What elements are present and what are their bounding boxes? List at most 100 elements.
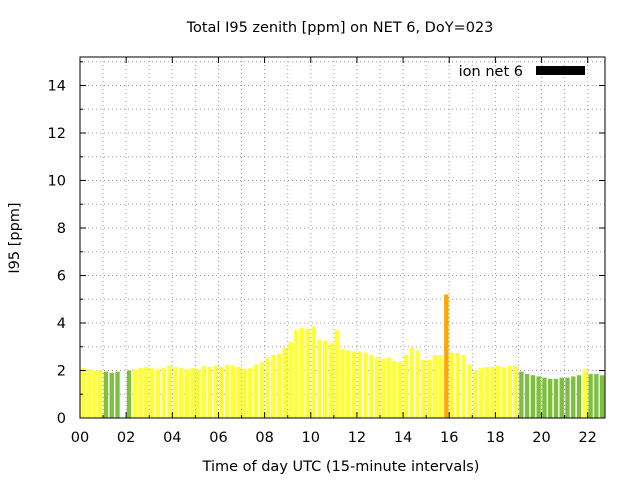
x-tick-label: 10 [302,430,320,446]
bar [403,355,409,418]
legend: ion net 6 [459,64,585,80]
bar [184,369,189,418]
bar [594,374,599,418]
bar [317,339,322,418]
y-tick-label: 8 [57,221,66,237]
bar [501,366,507,418]
bar [149,368,155,418]
bar [328,343,334,418]
bar [421,359,426,418]
legend-label: ion net 6 [459,64,523,80]
bar [548,378,553,418]
y-tick-label: 10 [48,174,66,190]
x-tick-label: 04 [163,430,181,446]
y-tick-label: 12 [48,126,66,142]
bar [115,371,120,418]
bar [173,366,178,418]
bar [340,349,345,418]
bar [282,347,287,418]
bar [542,377,547,418]
x-tick-label: 18 [486,430,504,446]
bar [455,352,461,418]
bar [155,369,161,418]
bar [196,369,201,418]
bar [415,350,420,418]
bar [271,355,276,418]
bar [236,366,241,418]
y-axis-label: I95 [ppm] [7,202,23,273]
bar [473,370,478,418]
x-tick-label: 00 [71,430,89,446]
bar [467,364,472,418]
bar [144,366,149,418]
x-tick-label: 22 [578,430,596,446]
legend-swatch [536,66,585,75]
bar [92,370,97,418]
bar [311,326,316,418]
bar [224,364,230,418]
bar [392,361,397,418]
bar [519,371,524,418]
bar [530,375,536,418]
x-tick-label: 16 [440,430,458,446]
bar [103,371,109,418]
chart-title: Total I95 zenith [ppm] on NET 6, DoY=023 [186,20,494,36]
bar [559,377,564,418]
bar [565,377,570,418]
bar [207,366,212,418]
bar [409,347,414,418]
bar [380,358,386,418]
bar [438,355,443,418]
bar [582,369,587,418]
bar [363,352,368,418]
bar [138,368,143,418]
bar [357,351,362,418]
bar [230,365,236,418]
grid [80,57,605,418]
bar [98,370,103,418]
bar [201,365,207,418]
bars [80,294,605,418]
x-tick-label: 08 [255,430,273,446]
bar [276,353,282,418]
bar [259,362,264,418]
bar [432,355,437,418]
bar [305,328,311,418]
bar [132,369,137,418]
bar [398,362,403,418]
bar [490,366,495,418]
bar [369,355,374,418]
bar [524,374,530,418]
bar [346,350,351,418]
plot-frame [79,56,606,419]
bar [478,368,484,418]
bar [265,357,270,418]
y-tick-label: 4 [57,316,66,332]
bar [178,368,184,418]
y-tick-label: 6 [57,269,66,285]
bar [167,365,172,418]
bar [190,368,195,418]
bar [242,369,247,418]
bar [288,342,293,418]
bar [294,330,299,418]
x-tick-label: 02 [117,430,135,446]
bar [553,378,559,418]
bar [374,357,380,418]
bar [161,368,166,418]
bar [386,357,391,418]
bar [599,375,605,418]
bar [253,364,259,418]
bar [571,376,576,418]
bar [299,327,305,418]
bar [461,355,466,418]
y-tick-label: 2 [57,364,66,380]
bar [513,365,518,418]
bar [426,359,432,418]
x-tick-label: 20 [532,430,550,446]
bar [334,330,339,418]
bar [496,365,501,418]
bar [507,365,512,418]
x-tick-label: 12 [348,430,366,446]
